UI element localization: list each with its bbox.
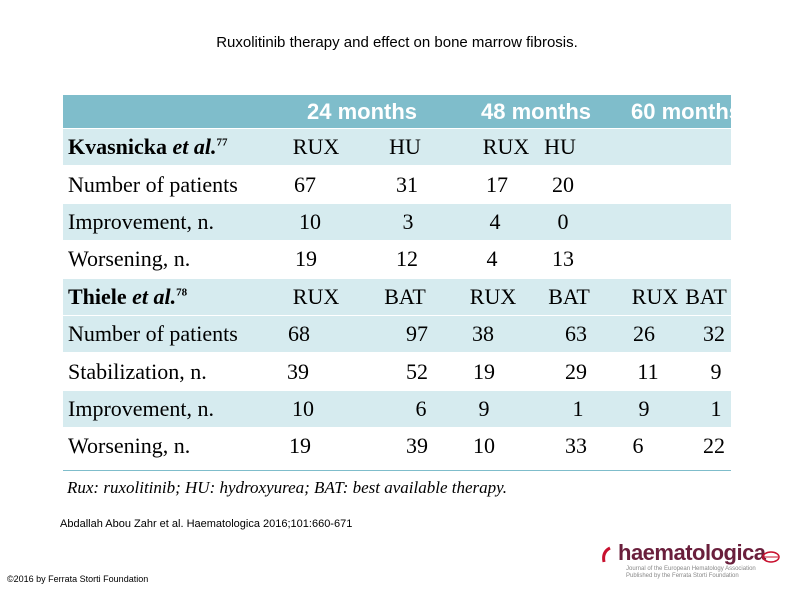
haematologica-logo: haematologica Journal of the European He… xyxy=(600,540,790,580)
header-24-months: 24 months xyxy=(307,98,418,124)
cell-value: 4 xyxy=(489,208,501,234)
kvasnicka-ref: 77 xyxy=(216,136,228,149)
thiele-ref: 78 xyxy=(176,286,188,299)
cell-value: 52 xyxy=(406,358,428,384)
table-row: Worsening, n. 19 12 4 13 xyxy=(63,241,731,279)
row-label: Number of patients xyxy=(68,321,238,347)
kvasnicka-etal: et al. xyxy=(172,134,217,160)
kvasnicka-col-1: RUX xyxy=(292,134,340,160)
thiele-study-label: Thiele et al.78 xyxy=(68,284,187,310)
table-footnote: Rux: ruxolitinib; HU: hydroxyurea; BAT: … xyxy=(63,470,731,500)
cell-value: 38 xyxy=(472,321,494,347)
cell-value: 9 xyxy=(478,395,490,421)
cell-value: 9 xyxy=(638,395,650,421)
thiele-name: Thiele xyxy=(68,283,127,309)
table-row: Number of patients 67 31 17 20 xyxy=(63,166,731,204)
kvasnicka-col-3: RUX xyxy=(482,134,530,160)
slide-title: Ruxolitinib therapy and effect on bone m… xyxy=(216,34,578,51)
row-label: Stabilization, n. xyxy=(68,358,207,384)
cell-value: 17 xyxy=(486,171,508,197)
cell-value: 63 xyxy=(565,321,587,347)
table-row: Number of patients 68 97 38 63 26 32 xyxy=(63,315,731,354)
cell-value: 13 xyxy=(552,246,574,272)
row-label: Worsening, n. xyxy=(68,433,191,459)
cell-value: 4 xyxy=(486,246,498,272)
thiele-group-row: Thiele et al.78 RUX BAT RUX BAT RUX BAT xyxy=(63,278,731,316)
table-row: Improvement, n. 10 3 4 0 xyxy=(63,203,731,242)
table-row: Stabilization, n. 39 52 19 29 11 9 xyxy=(63,353,731,391)
row-label: Improvement, n. xyxy=(68,208,215,234)
kvasnicka-name: Kvasnicka xyxy=(68,134,168,160)
kvasnicka-col-2: HU xyxy=(389,134,421,160)
cell-value: 1 xyxy=(710,395,722,421)
cell-value: 97 xyxy=(406,321,428,347)
header-60-months: 60 months xyxy=(631,98,742,124)
cell-value: 12 xyxy=(396,246,418,272)
row-label: Worsening, n. xyxy=(68,246,191,272)
citation: Abdallah Abou Zahr et al. Haematologica … xyxy=(60,518,353,530)
eha-emblem-icon xyxy=(762,551,780,563)
cell-value: 19 xyxy=(289,433,311,459)
cell-value: 31 xyxy=(396,171,418,197)
cell-value: 19 xyxy=(473,358,495,384)
row-label: Number of patients xyxy=(68,171,238,197)
table-row: Improvement, n. 10 6 9 1 9 1 xyxy=(63,390,731,429)
cell-value: 19 xyxy=(295,246,317,272)
cell-value: 67 xyxy=(294,171,316,197)
kvasnicka-group-row: Kvasnicka et al.77 RUX HU RUX HU xyxy=(63,129,731,167)
kvasnicka-col-4: HU xyxy=(544,134,576,160)
thiele-etal: et al. xyxy=(132,283,177,309)
thiele-col-5: RUX xyxy=(631,283,679,309)
cell-value: 0 xyxy=(557,208,569,234)
cell-value: 32 xyxy=(703,321,725,347)
table-row: Worsening, n. 19 39 10 33 6 22 xyxy=(63,428,731,466)
cell-value: 39 xyxy=(287,358,309,384)
logo-mark-icon xyxy=(602,546,611,563)
logo-wordmark: haematologica xyxy=(618,540,766,565)
cell-value: 10 xyxy=(299,208,321,234)
cell-value: 9 xyxy=(710,358,722,384)
thiele-col-3: RUX xyxy=(469,283,517,309)
cell-value: 29 xyxy=(565,358,587,384)
cell-value: 68 xyxy=(288,321,310,347)
cell-value: 10 xyxy=(473,433,495,459)
cell-value: 33 xyxy=(565,433,587,459)
results-table: 24 months 48 months 60 months Kvasnicka … xyxy=(63,95,741,466)
thiele-col-1: RUX xyxy=(292,283,340,309)
cell-value: 6 xyxy=(632,433,644,459)
cell-value: 20 xyxy=(552,171,574,197)
table-header-row: 24 months 48 months 60 months xyxy=(63,95,741,129)
logo-tagline: Journal of the European Hematology Assoc… xyxy=(626,566,756,579)
copyright-notice: ©2016 by Ferrata Storti Foundation xyxy=(7,574,149,584)
kvasnicka-study-label: Kvasnicka et al.77 xyxy=(68,134,228,160)
cell-value: 26 xyxy=(633,321,655,347)
row-label: Improvement, n. xyxy=(68,395,215,421)
thiele-col-2: BAT xyxy=(384,283,426,309)
cell-value: 11 xyxy=(637,358,659,384)
thiele-col-6: BAT xyxy=(685,283,727,309)
thiele-col-4: BAT xyxy=(548,283,590,309)
header-48-months: 48 months xyxy=(481,98,592,124)
cell-value: 39 xyxy=(406,433,428,459)
cell-value: 6 xyxy=(415,395,427,421)
cell-value: 3 xyxy=(402,208,414,234)
cell-value: 10 xyxy=(292,395,314,421)
cell-value: 22 xyxy=(703,433,725,459)
cell-value: 1 xyxy=(572,395,584,421)
